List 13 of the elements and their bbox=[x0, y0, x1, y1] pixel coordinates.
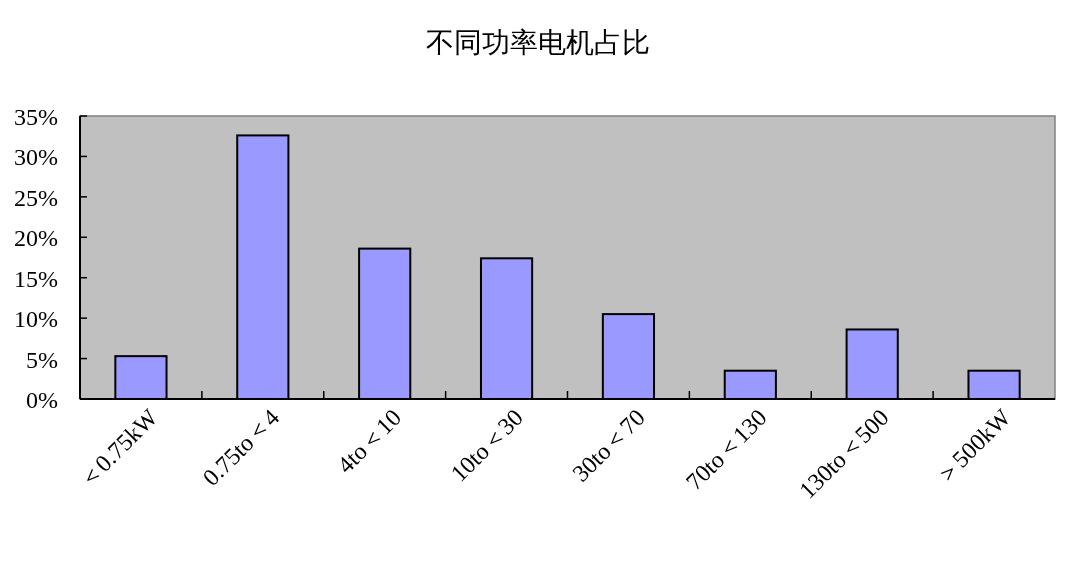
chart-title: 不同功率电机占比 bbox=[425, 27, 650, 58]
x-tick-label: 70to＜130 bbox=[680, 404, 772, 496]
x-tick-label: 4to＜10 bbox=[332, 404, 407, 479]
y-tick-label: 20% bbox=[14, 225, 58, 252]
y-tick-label: 30% bbox=[14, 144, 58, 171]
y-tick-label: 15% bbox=[14, 265, 58, 292]
y-tick-label: 25% bbox=[14, 184, 58, 211]
y-tick-label: 10% bbox=[14, 306, 58, 333]
x-tick-label: 10to＜30 bbox=[445, 404, 529, 487]
y-tick-label: 0% bbox=[26, 387, 58, 413]
y-tick-label: 5% bbox=[26, 346, 58, 373]
y-tick-label: 35% bbox=[14, 104, 58, 130]
x-tick-label: 30to＜70 bbox=[567, 404, 650, 487]
